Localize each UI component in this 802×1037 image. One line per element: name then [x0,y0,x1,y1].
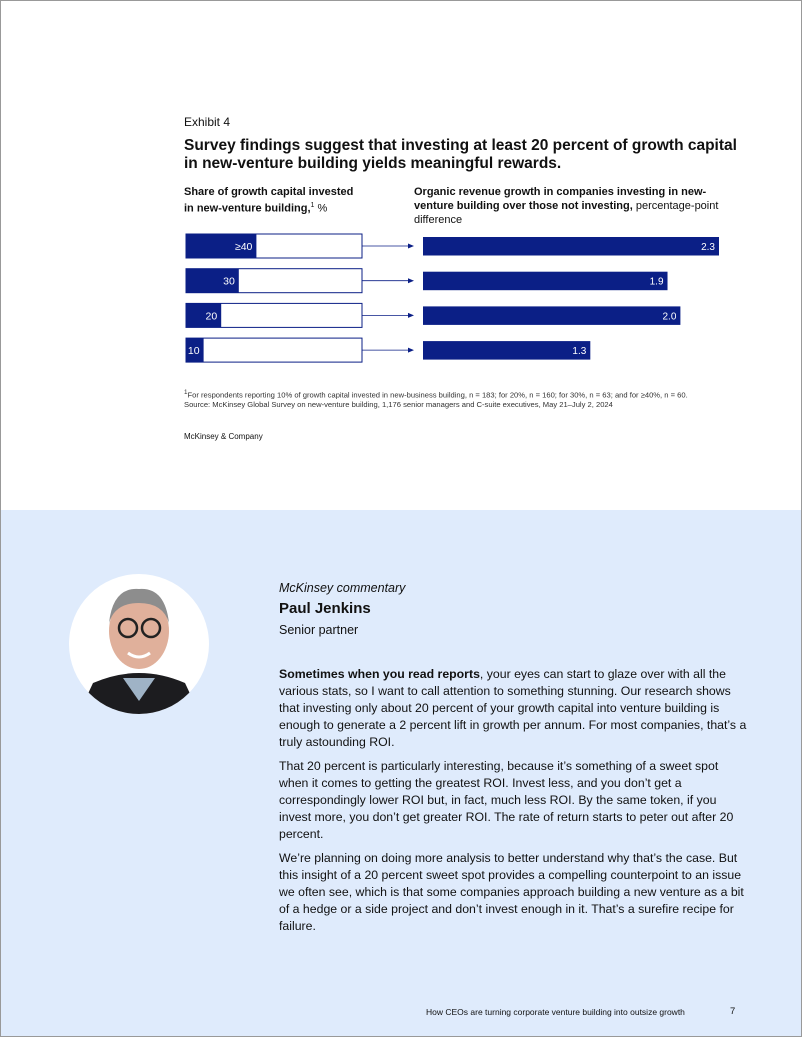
notes: 1For respondents reporting 10% of growth… [184,388,714,409]
body: Sometimes when you read reports, your ey… [279,666,747,942]
source: Source: McKinsey Global Survey on new-ve… [184,399,613,409]
paragraph: That 20 percent is particularly interest… [279,758,747,843]
title: Survey findings suggest that investing a… [184,137,737,172]
brand: McKinsey & Company [184,432,263,441]
subtitle: percentage-point difference [414,200,719,226]
arrow-head [408,347,414,353]
paragraph: We’re planning on doing more analysis to… [279,850,747,935]
lead: Sometimes when you read reports [279,667,480,681]
bar [186,338,204,363]
value-label: 1.3 [572,346,586,357]
note: 1 [310,202,315,209]
value-label: 2.0 [662,311,676,322]
arrow-head [408,243,414,249]
text: Share of growth capital invested in new-… [184,186,354,215]
portrait [69,574,209,714]
value-label: ≥40 [235,241,253,253]
exhibit: Exhibit 4 [184,115,231,129]
unit: % [317,202,328,215]
chart-title: Organic revenue growth in companies inve… [414,185,724,227]
bar [186,303,222,328]
footnote: For respondents reporting 10% of growth … [187,390,688,400]
paragraph: Sometimes when you read reports, your ey… [279,666,747,751]
bar [423,306,681,325]
value-label: 1.9 [650,277,664,288]
value-label: 2.3 [701,242,715,253]
name: Paul Jenkins [279,600,371,617]
text: We’re planning on doing more analysis to… [279,851,744,933]
bar [423,237,719,256]
page-number: 7 [730,1006,736,1017]
value-label: 30 [223,276,235,288]
value-label: 20 [206,310,218,322]
bar [186,268,239,293]
note: 1 [184,389,188,396]
role: Senior partner [279,623,359,637]
arrow-head [408,278,414,284]
footer-title: How CEOs are turning corporate venture b… [426,1007,685,1017]
bar [423,341,591,360]
arrow-head [408,312,414,318]
label: McKinsey commentary [279,581,406,595]
box [185,337,363,363]
text: That 20 percent is particularly interest… [279,759,734,841]
bar [186,234,257,258]
chart-title: Share of growth capital invested in new-… [184,185,364,216]
value-label: 10 [188,345,200,357]
chart: ≥40 30 20 10 2.3 1.9 2.0 1.3 [185,233,719,363]
text: , your eyes can start to glaze over with… [279,667,747,749]
bar [423,271,668,291]
text: Organic revenue growth in companies inve… [414,186,707,212]
